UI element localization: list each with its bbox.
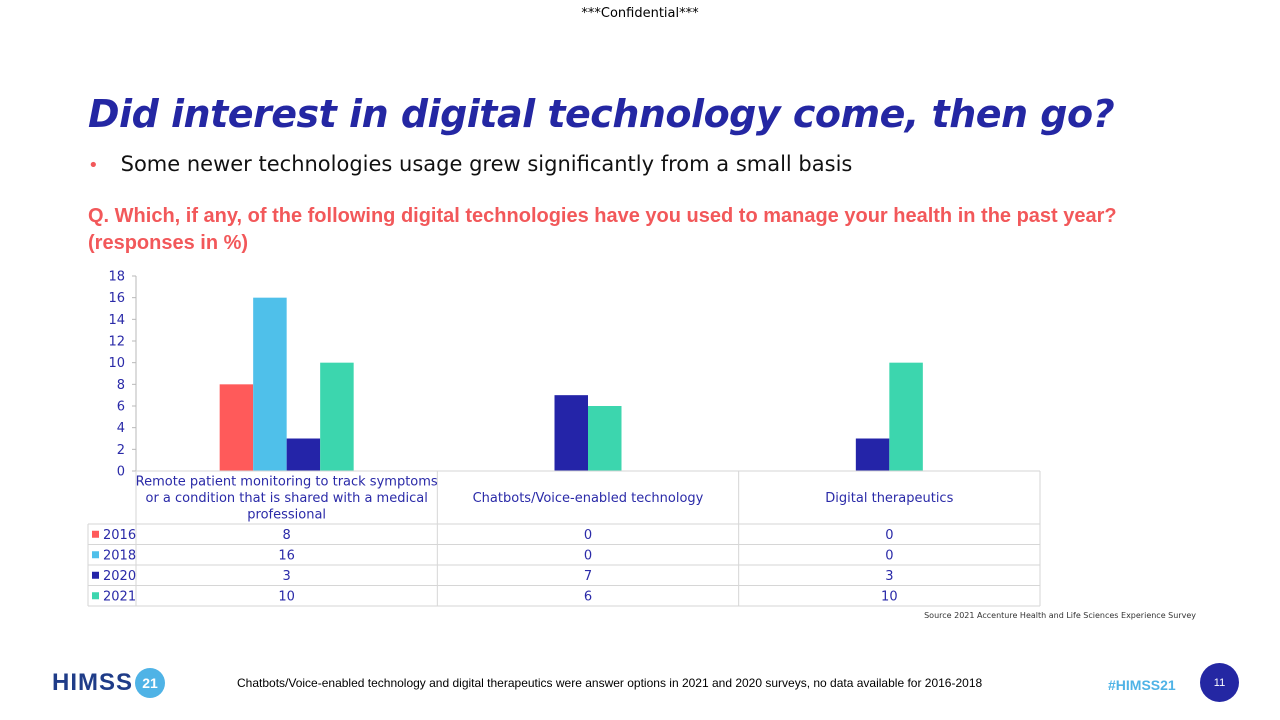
data-label-2021-cat-2: 6 bbox=[584, 589, 592, 604]
source-note: Source 2021 Accenture Health and Life Sc… bbox=[924, 611, 1196, 620]
y-tick-label: 6 bbox=[117, 400, 125, 415]
himss-logo: HIMSS 21 bbox=[52, 668, 166, 698]
data-label-2018-cat-2: 0 bbox=[584, 548, 592, 563]
data-label-2021-cat-3: 10 bbox=[881, 589, 898, 604]
bullet-point: • Some newer technologies usage grew sign… bbox=[88, 152, 852, 176]
bar-2021-cat-1 bbox=[320, 362, 354, 471]
category-label-3: Digital therapeutics bbox=[825, 491, 953, 506]
confidential-label: ***Confidential*** bbox=[581, 6, 699, 21]
y-tick-label: 2 bbox=[117, 443, 125, 458]
footnote: Chatbots/Voice-enabled technology and di… bbox=[237, 676, 983, 690]
y-tick-label: 8 bbox=[117, 378, 125, 393]
bar-2020-cat-3 bbox=[855, 438, 890, 471]
y-tick-label: 18 bbox=[108, 270, 125, 285]
logo-badge: 21 bbox=[135, 668, 166, 698]
data-label-2020-cat-1: 3 bbox=[283, 569, 291, 584]
bar-2021-cat-2 bbox=[588, 406, 622, 471]
y-tick-label: 4 bbox=[117, 421, 125, 436]
data-label-2018-cat-1: 16 bbox=[278, 548, 295, 563]
bar-2020-cat-2 bbox=[554, 395, 588, 471]
data-label-2021-cat-1: 10 bbox=[278, 589, 295, 604]
hashtag: #HIMSS21 bbox=[1108, 677, 1176, 693]
category-label-1: Remote patient monitoring to track sympt… bbox=[136, 475, 438, 523]
bar-2021-cat-3 bbox=[889, 362, 923, 471]
legend-label-2021: 2021 bbox=[103, 589, 136, 604]
y-tick-label: 0 bbox=[117, 465, 125, 480]
data-label-2020-cat-3: 3 bbox=[885, 569, 893, 584]
legend-swatch-2018 bbox=[92, 551, 99, 559]
legend-label-2016: 2016 bbox=[103, 528, 136, 543]
bar-2016-cat-1 bbox=[219, 384, 254, 471]
survey-question: Q. Which, if any, of the following digit… bbox=[88, 205, 1117, 254]
bullet-dot-icon: • bbox=[88, 155, 99, 176]
data-label-2020-cat-2: 7 bbox=[584, 569, 592, 584]
bar-2020-cat-1 bbox=[286, 438, 321, 471]
logo-text: HIMSS bbox=[52, 669, 134, 696]
y-tick-label: 12 bbox=[108, 335, 125, 350]
legend-label-2018: 2018 bbox=[103, 548, 136, 563]
legend-swatch-2020 bbox=[92, 571, 99, 579]
page-number-badge: 11 bbox=[1200, 663, 1239, 702]
data-label-2016-cat-2: 0 bbox=[584, 528, 592, 543]
data-label-2016-cat-3: 0 bbox=[885, 528, 893, 543]
y-tick-label: 10 bbox=[108, 356, 125, 371]
legend-swatch-2021 bbox=[92, 592, 99, 600]
legend-swatch-2016 bbox=[92, 530, 99, 538]
slide-title: Did interest in digital technology come,… bbox=[88, 92, 1115, 136]
legend-label-2020: 2020 bbox=[103, 569, 136, 584]
y-tick-label: 16 bbox=[108, 291, 125, 306]
data-label-2016-cat-1: 8 bbox=[283, 528, 291, 543]
data-label-2018-cat-3: 0 bbox=[885, 548, 893, 563]
y-tick-label: 14 bbox=[108, 313, 125, 328]
category-label-2: Chatbots/Voice-enabled technology bbox=[473, 491, 704, 506]
bar-2018-cat-1 bbox=[253, 297, 287, 471]
bullet-text: Some newer technologies usage grew signi… bbox=[120, 152, 853, 176]
